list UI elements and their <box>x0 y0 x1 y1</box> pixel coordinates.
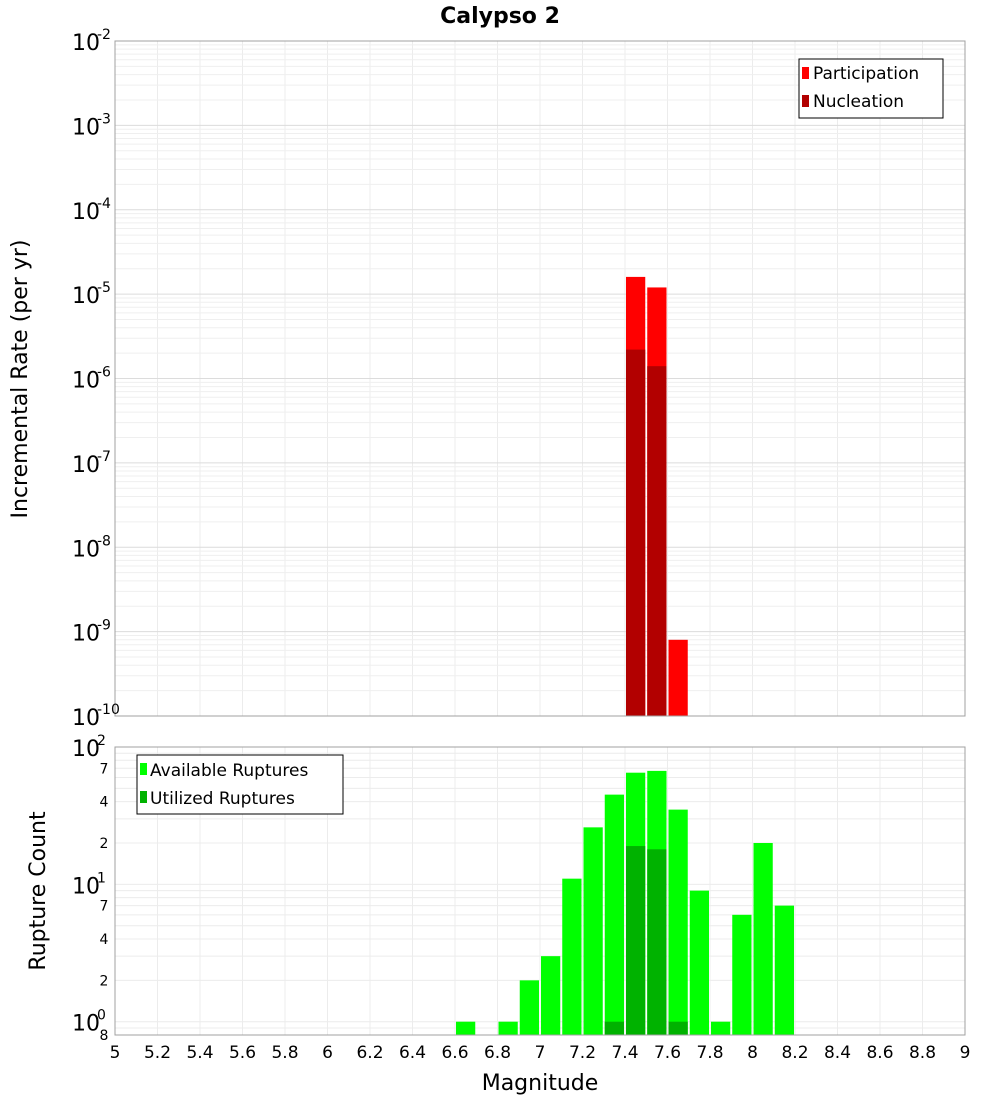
x-tick-label: 5.2 <box>144 1043 171 1063</box>
x-tick-label: 7 <box>535 1043 546 1063</box>
chart-title: Calypso 2 <box>440 4 560 29</box>
top-y-tick-label: 10 <box>72 369 100 394</box>
x-tick-label: 8.4 <box>824 1043 851 1063</box>
bar-available-ruptures <box>711 1021 731 1035</box>
bottom-y-tick-exponent: 1 <box>97 870 106 886</box>
bar-nucleation <box>647 366 667 716</box>
top-y-tick-label: 10 <box>72 622 100 647</box>
bar-available-ruptures <box>689 890 709 1035</box>
bar-available-ruptures <box>456 1021 476 1035</box>
bar-available-ruptures <box>604 794 624 1035</box>
top-grid <box>114 41 966 717</box>
x-tick-label: 5.4 <box>186 1043 213 1063</box>
top-y-tick-label: 10 <box>72 115 100 140</box>
top-y-tick-label: 10 <box>72 706 100 731</box>
bar-utilized-ruptures <box>668 1021 688 1035</box>
top-y-tick-exponent: -5 <box>97 280 111 296</box>
top-y-tick-exponent: -3 <box>97 111 111 127</box>
bar-available-ruptures <box>732 914 752 1035</box>
top-y-tick-label: 10 <box>72 200 100 225</box>
bottom-y-axis-label: Rupture Count <box>26 811 51 971</box>
legend-label-participation: Participation <box>813 64 919 84</box>
bottom-y-minor-tick-label: 7 <box>100 761 109 777</box>
bar-utilized-ruptures <box>604 1021 624 1035</box>
bar-available-ruptures <box>583 827 603 1035</box>
x-tick-label: 5.6 <box>229 1043 256 1063</box>
x-tick-label: 7.6 <box>654 1043 681 1063</box>
bar-participation <box>668 639 688 716</box>
bottom-y-tick-exponent: 0 <box>97 1008 106 1024</box>
bar-available-ruptures <box>562 878 582 1035</box>
x-tick-label: 6.6 <box>441 1043 468 1063</box>
x-tick-label: 8 <box>747 1043 758 1063</box>
top-y-tick-label: 10 <box>72 537 100 562</box>
top-y-tick-exponent: -9 <box>97 618 111 634</box>
bottom-legend-box <box>136 754 344 815</box>
bottom-y-minor-tick-label: 2 <box>100 973 109 989</box>
bottom-y-tick-label: 10 <box>72 1012 100 1037</box>
bottom-bars <box>456 770 794 1035</box>
x-tick-label: 9 <box>960 1043 971 1063</box>
x-tick-label: 8.6 <box>866 1043 893 1063</box>
legend-swatch-participation <box>802 67 809 79</box>
top-plot: 10-210-310-410-510-610-710-810-910-10 In… <box>8 27 966 731</box>
bar-available-ruptures <box>519 980 539 1035</box>
bottom-legend: Available Ruptures Utilized Ruptures <box>136 754 344 815</box>
top-y-axis-label: Incremental Rate (per yr) <box>8 240 33 519</box>
legend-label-utilized: Utilized Ruptures <box>150 789 295 809</box>
x-tick-label: 6.4 <box>399 1043 426 1063</box>
x-tick-label: 7.4 <box>611 1043 638 1063</box>
bottom-plot-frame <box>114 746 966 1036</box>
bar-available-ruptures <box>498 1021 518 1035</box>
top-bars <box>626 276 688 716</box>
bottom-y-tick-label: 10 <box>72 737 100 762</box>
x-tick-label: 7.8 <box>696 1043 723 1063</box>
top-y-tick-exponent: -6 <box>97 365 111 381</box>
bar-utilized-ruptures <box>647 849 667 1035</box>
bottom-y-minor-tick-label: 7 <box>100 899 109 915</box>
x-tick-label: 8.2 <box>781 1043 808 1063</box>
legend-swatch-utilized <box>140 791 147 803</box>
bar-utilized-ruptures <box>626 846 646 1035</box>
x-tick-label: 5.8 <box>271 1043 298 1063</box>
x-tick-label: 8.8 <box>909 1043 936 1063</box>
bottom-y-minor-tick-label: 2 <box>100 836 109 852</box>
legend-label-nucleation: Nucleation <box>813 92 904 112</box>
legend-label-available: Available Ruptures <box>150 761 308 781</box>
bar-available-ruptures <box>668 809 688 1035</box>
x-axis-label: Magnitude <box>482 1071 599 1096</box>
x-tick-label: 5 <box>110 1043 121 1063</box>
top-legend-box <box>798 58 944 119</box>
x-tick-label: 7.2 <box>569 1043 596 1063</box>
top-y-ticks: 10-210-310-410-510-610-710-810-910-10 <box>72 27 120 731</box>
bottom-y-minor-tick-label: 4 <box>100 795 109 811</box>
top-plot-frame <box>114 40 966 717</box>
bar-available-ruptures <box>541 956 561 1035</box>
legend-swatch-nucleation <box>802 95 809 107</box>
x-tick-label: 6.2 <box>356 1043 383 1063</box>
bar-available-ruptures <box>774 905 794 1035</box>
bottom-y-minor-tick-label: 4 <box>100 932 109 948</box>
top-y-tick-exponent: -4 <box>97 196 111 212</box>
legend-swatch-available <box>140 763 147 775</box>
top-legend: Participation Nucleation <box>798 58 944 119</box>
top-y-tick-exponent: -10 <box>97 702 120 718</box>
top-y-tick-exponent: -8 <box>97 533 111 549</box>
top-y-tick-exponent: -2 <box>97 27 111 43</box>
x-tick-label: 6 <box>322 1043 333 1063</box>
top-y-tick-label: 10 <box>72 31 100 56</box>
bar-nucleation <box>626 349 646 716</box>
x-ticks: 5 5.2 5.4 5.6 5.8 6 6.2 6.4 6.6 6.8 7 7.2 7.4 7.6 7.8 8… <box>110 1043 971 1063</box>
bottom-y-tick-label: 10 <box>72 874 100 899</box>
top-y-tick-label: 10 <box>72 284 100 309</box>
bottom-y-minor-tick-label: 8 <box>100 1028 109 1044</box>
bottom-y-tick-exponent: 2 <box>97 733 106 749</box>
top-y-tick-exponent: -7 <box>97 449 111 465</box>
bar-available-ruptures <box>753 843 773 1035</box>
top-y-tick-label: 10 <box>72 453 100 478</box>
x-tick-label: 6.8 <box>484 1043 511 1063</box>
